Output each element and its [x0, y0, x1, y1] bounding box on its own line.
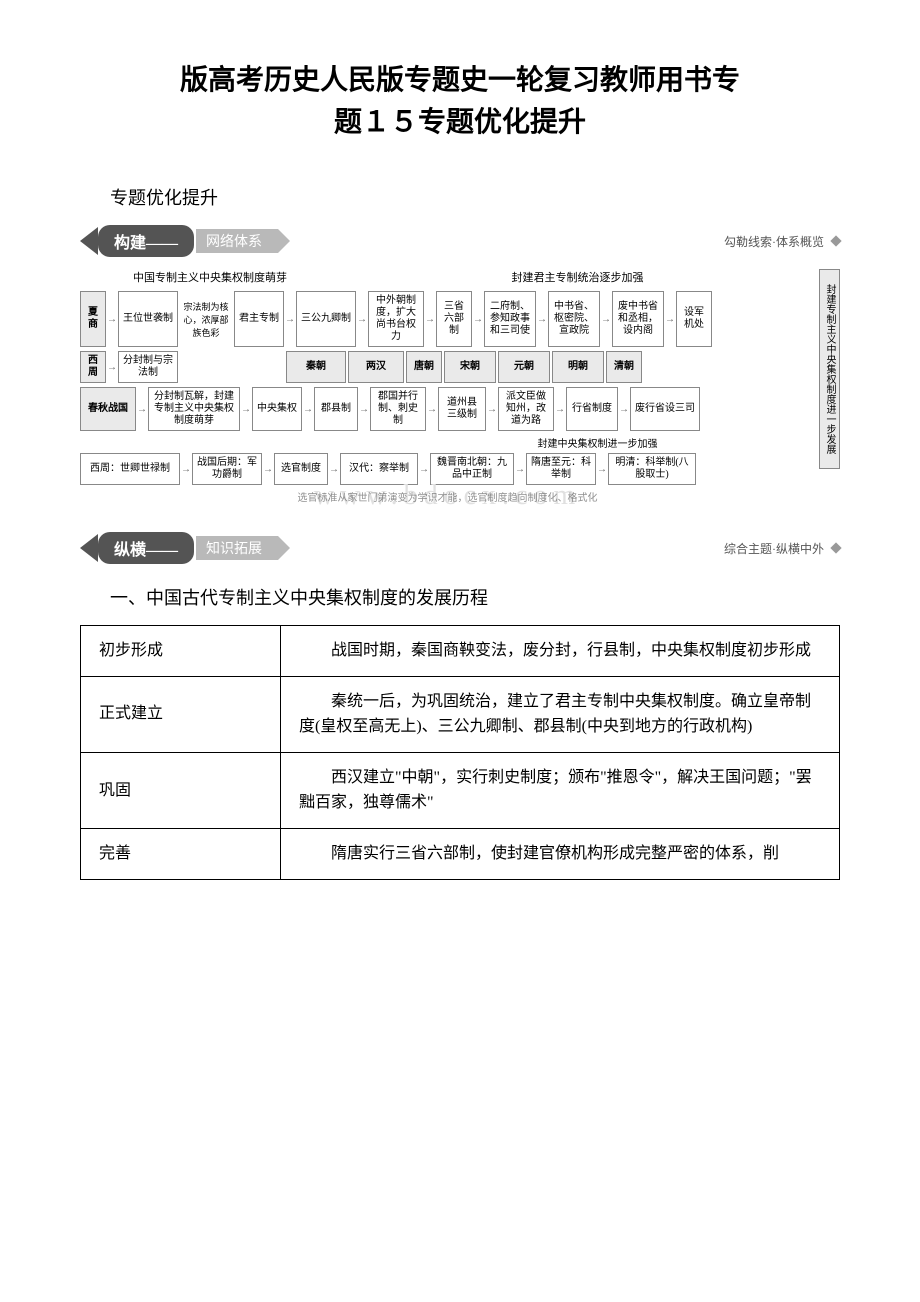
node: 二府制、参知政事和三司使: [484, 291, 536, 347]
node: 西周：世卿世禄制: [80, 453, 180, 485]
dynasty: 清朝: [606, 351, 642, 383]
node: 三公九卿制: [296, 291, 356, 347]
diagram-top-labels: 中国专制主义中央集权制度萌芽 封建君主专制统治逐步加强: [80, 269, 815, 285]
node: 王位世袭制: [118, 291, 178, 347]
table-value: 西汉建立"中朝"，实行刺史制度；颁布"推恩令"，解决王国问题；"罢黜百家，独尊儒…: [281, 752, 840, 828]
arrow-icon: →: [600, 291, 612, 347]
node: 郡国并行制、刺史制: [370, 387, 426, 431]
top-left-label: 中国专制主义中央集权制度萌芽: [80, 269, 340, 285]
banner-pill: 构建——: [98, 225, 194, 257]
node: 中外朝制度，扩大尚书台权力: [368, 291, 424, 347]
banner-left: 构建—— 网络体系: [80, 225, 724, 257]
table-value: 战国时期，秦国商鞅变法，废分封，行县制，中央集权制度初步形成: [281, 626, 840, 677]
table-row: 完善 隋唐实行三省六部制，使封建官僚机构形成完整严密的体系，削: [81, 828, 840, 879]
table-value: 秦统一后，为巩固统治，建立了君主专制中央集权制度。确立皇帝制度(皇权至高无上)、…: [281, 676, 840, 752]
node: 分封制瓦解，封建专制主义中央集权制度萌芽: [148, 387, 240, 431]
diagram-side-column: 封建专制主义中央集权制度进一步发展: [819, 269, 840, 512]
dynasty: 两汉: [348, 351, 404, 383]
concept-diagram: 中国专制主义中央集权制度萌芽 封建君主专制统治逐步加强 夏商 → 王位世袭制 宗…: [80, 263, 840, 512]
dynasty: 元朝: [498, 351, 550, 383]
title-line1: 版高考历史人民版专题史一轮复习教师用书专: [180, 65, 740, 96]
diamond-icon: [830, 235, 841, 246]
arrow-icon: →: [664, 291, 676, 347]
banner-network: 构建—— 网络体系 勾勒线索·体系概览: [80, 225, 840, 257]
arrow-icon: →: [358, 387, 370, 431]
node: 设军机处: [676, 291, 712, 347]
arrow-icon: →: [426, 387, 438, 431]
dynasty: 明朝: [552, 351, 604, 383]
node: 废中书省和丞相，设内阁: [612, 291, 664, 347]
arrow-icon: →: [356, 291, 368, 347]
node: 道州县三级制: [438, 387, 486, 431]
arrow-icon: →: [618, 387, 630, 431]
banner-pill: 纵横——: [98, 532, 194, 564]
mid-note: 宗法制为核心，浓厚部族色彩: [178, 291, 234, 347]
dynasty: 宋朝: [444, 351, 496, 383]
mid-label: 封建中央集权制进一步加强: [380, 435, 815, 450]
arrow-icon: →: [106, 291, 118, 347]
arrow-icon: →: [136, 387, 148, 431]
subtitle: 专题优化提升: [110, 184, 840, 210]
era-xiashang: 夏商: [80, 291, 106, 347]
development-table: 初步形成 战国时期，秦国商鞅变法，废分封，行县制，中央集权制度初步形成 正式建立…: [80, 625, 840, 880]
section-heading: 一、中国古代专制主义中央集权制度的发展历程: [110, 584, 840, 610]
table-key: 初步形成: [81, 626, 281, 677]
arrow-icon: →: [240, 387, 252, 431]
node: 分封制与宗法制: [118, 351, 178, 383]
node: 中书省、枢密院、宣政院: [548, 291, 600, 347]
page-title: 版高考历史人民版专题史一轮复习教师用书专 题１５专题优化提升: [80, 60, 840, 144]
banner-right-text: 勾勒线索·体系概览: [724, 233, 840, 250]
table-key: 完善: [81, 828, 281, 879]
node: 郡县制: [314, 387, 358, 431]
era-chunqiu: 春秋战国: [80, 387, 136, 431]
banner-left: 纵横—— 知识拓展: [80, 532, 724, 564]
table-value: 隋唐实行三省六部制，使封建官僚机构形成完整严密的体系，削: [281, 828, 840, 879]
diagram-footer: 选官标准从家世门第演变为学识才能，选官制度趋向制度化、格式化: [80, 489, 815, 504]
arrow-icon: →: [596, 453, 608, 485]
banner-tail: 网络体系: [196, 229, 278, 253]
arrow-icon: [80, 534, 98, 562]
table-key: 巩固: [81, 752, 281, 828]
arrow-icon: →: [302, 387, 314, 431]
banner-right-label: 勾勒线索·体系概览: [724, 233, 824, 250]
node: 派文臣做知州，改道为路: [498, 387, 554, 431]
node: 行省制度: [566, 387, 618, 431]
node: 战国后期：军功爵制: [192, 453, 262, 485]
banner-tail: 知识拓展: [196, 536, 278, 560]
banner-right-label: 综合主题·纵横中外: [724, 540, 824, 557]
node: 废行省设三司: [630, 387, 700, 431]
diagram-row-3: 春秋战国 → 分封制瓦解，封建专制主义中央集权制度萌芽 → 中央集权 → 郡县制…: [80, 387, 815, 431]
table-row: 正式建立 秦统一后，为巩固统治，建立了君主专制中央集权制度。确立皇帝制度(皇权至…: [81, 676, 840, 752]
arrow-icon: →: [262, 453, 274, 485]
arrow-icon: →: [554, 387, 566, 431]
arrow-icon: →: [284, 291, 296, 347]
diamond-icon: [830, 542, 841, 553]
diagram-row-1: 夏商 → 王位世袭制 宗法制为核心，浓厚部族色彩 君主专制 → 三公九卿制 → …: [80, 291, 815, 347]
dynasty: 秦朝: [286, 351, 346, 383]
table-key: 正式建立: [81, 676, 281, 752]
node: 君主专制: [234, 291, 284, 347]
table-row: 巩固 西汉建立"中朝"，实行刺史制度；颁布"推恩令"，解决王国问题；"罢黜百家，…: [81, 752, 840, 828]
arrow-icon: →: [472, 291, 484, 347]
node: 明清：科举制(八股取士): [608, 453, 696, 485]
arrow-icon: →: [106, 351, 118, 383]
arrow-icon: →: [486, 387, 498, 431]
node: 中央集权: [252, 387, 302, 431]
era-xizhou: 西周: [80, 351, 106, 383]
arrow-icon: →: [180, 453, 192, 485]
arrow-icon: →: [424, 291, 436, 347]
side-vertical-label: 封建专制主义中央集权制度进一步发展: [819, 269, 840, 469]
diagram-row-2: 西周 → 分封制与宗法制 秦朝 两汉 唐朝 宋朝 元朝 明朝 清朝: [80, 351, 815, 383]
table-row: 初步形成 战国时期，秦国商鞅变法，废分封，行县制，中央集权制度初步形成: [81, 626, 840, 677]
node: 三省六部制: [436, 291, 472, 347]
banner-knowledge: 纵横—— 知识拓展 综合主题·纵横中外: [80, 532, 840, 564]
banner-right-text: 综合主题·纵横中外: [724, 540, 840, 557]
top-right-label: 封建君主专制统治逐步加强: [340, 269, 815, 285]
arrow-icon: [80, 227, 98, 255]
title-line2: 题１５专题优化提升: [334, 107, 586, 138]
arrow-icon: →: [536, 291, 548, 347]
dynasty: 唐朝: [406, 351, 442, 383]
